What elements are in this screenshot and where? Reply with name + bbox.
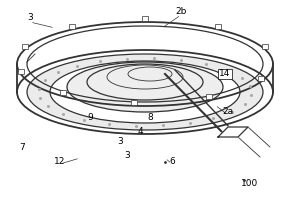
- Bar: [215, 24, 221, 29]
- Text: 3: 3: [27, 14, 33, 22]
- Text: 12: 12: [54, 158, 66, 166]
- Polygon shape: [218, 127, 248, 137]
- Bar: [258, 76, 264, 81]
- Bar: [206, 94, 212, 99]
- Polygon shape: [67, 62, 223, 112]
- Text: 7: 7: [19, 144, 25, 152]
- PathPatch shape: [27, 54, 263, 130]
- Text: 100: 100: [242, 178, 259, 188]
- Text: 4: 4: [137, 128, 143, 136]
- Text: 9: 9: [87, 114, 93, 122]
- Text: 8: 8: [147, 114, 153, 122]
- Bar: [60, 90, 66, 95]
- Bar: [22, 44, 28, 49]
- Bar: [262, 44, 268, 49]
- Bar: [18, 69, 24, 74]
- Text: 14: 14: [219, 70, 231, 78]
- Bar: [142, 16, 148, 21]
- Bar: [131, 100, 137, 105]
- Bar: [69, 24, 75, 29]
- Text: 6: 6: [169, 158, 175, 166]
- Text: 3: 3: [117, 138, 123, 146]
- Text: 3: 3: [124, 150, 130, 160]
- Text: 2b: 2b: [175, 7, 187, 17]
- Text: 2a: 2a: [222, 108, 234, 116]
